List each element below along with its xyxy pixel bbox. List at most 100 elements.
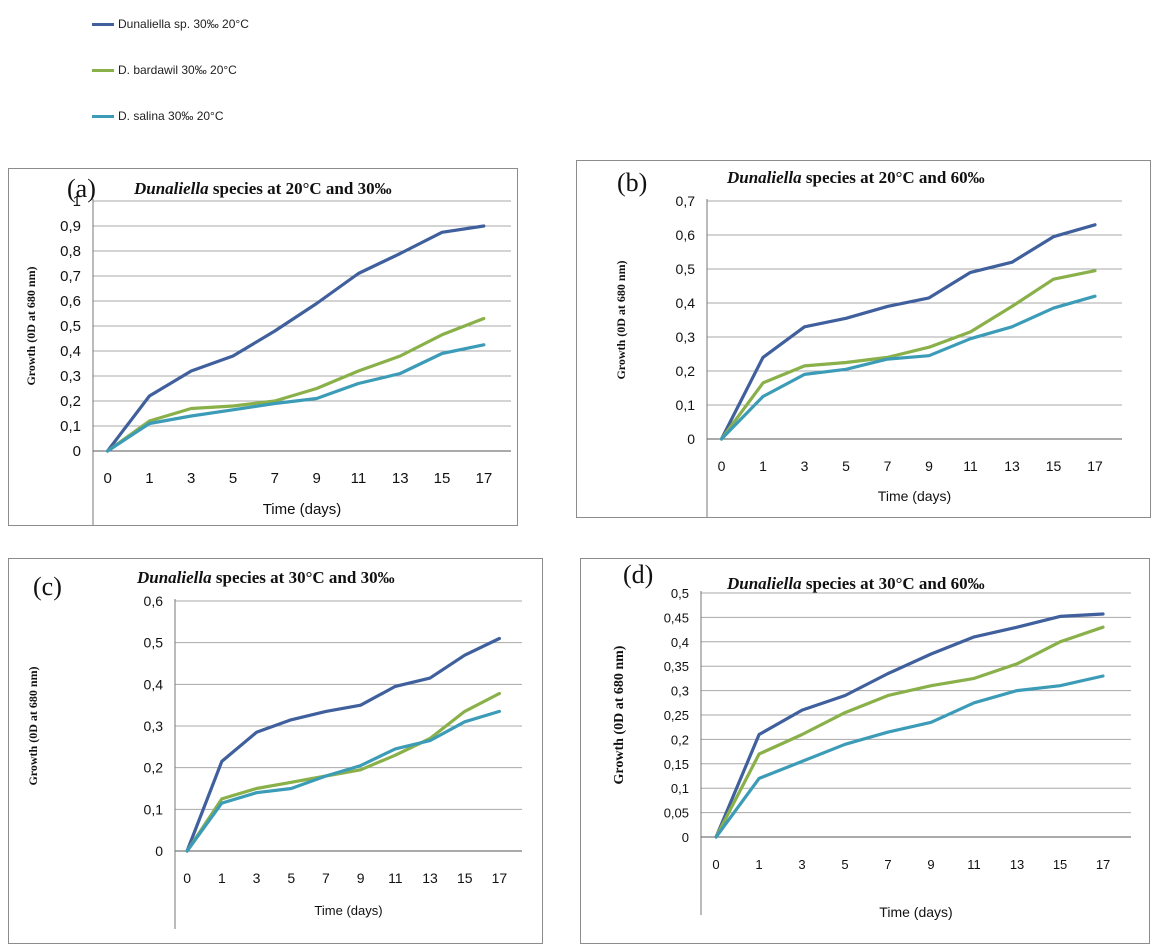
legend-item-d-bardawil: D. bardawil 30‰ 20°C: [92, 60, 237, 80]
y-axis-label: Growth (0D at 680 nm): [26, 666, 40, 785]
x-tick-label: 13: [392, 470, 409, 487]
x-tick-label: 0: [183, 870, 191, 886]
x-tick-label: 9: [927, 857, 934, 872]
series-line-2: [185, 709, 501, 853]
y-tick-label: 0,25: [664, 708, 689, 723]
series-line-1: [719, 269, 1097, 441]
legend-label: D. salina 30‰ 20°C: [118, 109, 224, 123]
x-tick-label: 7: [271, 470, 279, 487]
x-tick-label: 3: [801, 458, 809, 474]
y-tick-label: 0: [73, 443, 81, 460]
y-tick-label: 0,4: [60, 343, 81, 360]
y-tick-label: 0,1: [60, 418, 81, 435]
legend-label: Dunaliella sp. 30‰ 20°C: [118, 17, 249, 31]
x-tick-label: 5: [229, 470, 237, 487]
x-tick-label: 11: [963, 458, 978, 474]
panel-letter: (b): [617, 168, 647, 197]
x-tick-label: 15: [457, 870, 473, 886]
y-tick-label: 1: [73, 193, 81, 210]
y-tick-label: 0,4: [676, 295, 696, 311]
x-tick-label: 5: [287, 870, 295, 886]
y-tick-label: 0,9: [60, 218, 81, 235]
x-tick-label: 11: [967, 857, 981, 872]
x-tick-label: 11: [351, 470, 367, 487]
y-tick-label: 0: [682, 830, 689, 845]
chart-title: Dunaliella species at 20°C and 30‰: [133, 179, 392, 198]
x-tick-label: 17: [475, 470, 492, 487]
panel-letter: (d): [623, 560, 653, 589]
x-tick-label: 9: [312, 470, 320, 487]
panel-letter: (a): [67, 174, 96, 203]
y-tick-label: 0,3: [676, 329, 696, 345]
x-tick-label: 15: [1053, 857, 1067, 872]
y-tick-label: 0,3: [671, 684, 689, 699]
y-tick-label: 0,1: [144, 801, 164, 817]
chart-title: Dunaliella species at 30°C and 60‰: [726, 574, 985, 593]
series-line-1: [714, 625, 1105, 839]
y-tick-label: 0,4: [671, 635, 689, 650]
legend-swatch: [92, 22, 114, 26]
x-tick-label: 1: [755, 857, 762, 872]
x-tick-label: 5: [842, 458, 850, 474]
x-tick-label: 3: [253, 870, 261, 886]
y-tick-label: 0,3: [144, 718, 164, 734]
x-tick-label: 1: [145, 470, 153, 487]
chart-svg: (c) Dunaliella species at 30°C and 30‰ 0 0,…: [26, 568, 522, 929]
y-tick-label: 0,35: [664, 659, 689, 674]
y-tick-label: 0: [155, 843, 163, 859]
series-line-0: [105, 224, 486, 453]
chart-svg: (a) Dunaliella species at 20°C and 30‰ 0 0,…: [24, 174, 511, 525]
x-tick-label: 7: [884, 857, 891, 872]
y-tick-label: 0,15: [664, 757, 689, 772]
x-axis-label: Time (days): [263, 501, 342, 518]
chart-title: Dunaliella species at 30°C and 30‰: [136, 568, 395, 587]
x-tick-label: 0: [103, 470, 111, 487]
x-tick-label: 17: [1087, 458, 1103, 474]
x-tick-label: 9: [357, 870, 365, 886]
series-line-2: [105, 343, 486, 453]
y-tick-label: 0,2: [60, 393, 81, 410]
y-tick-label: 0,05: [664, 806, 689, 821]
x-tick-label: 1: [218, 870, 226, 886]
y-axis-label: Growth (0D at 680 nm): [612, 645, 627, 784]
y-tick-label: 0,5: [60, 318, 81, 335]
y-tick-label: 0,7: [676, 193, 696, 209]
x-tick-label: 9: [925, 458, 933, 474]
chart-panel-b: (b) Dunaliella species at 20°C and 60‰ 0 0,…: [576, 160, 1151, 518]
y-tick-label: 0,6: [60, 293, 81, 310]
legend-swatch: [92, 114, 114, 118]
y-tick-label: 0,1: [671, 781, 689, 796]
x-tick-label: 0: [718, 458, 726, 474]
series-line-1: [105, 316, 486, 453]
x-tick-label: 3: [798, 857, 805, 872]
series-line-2: [719, 294, 1097, 441]
chart-svg: (b) Dunaliella species at 20°C and 60‰ 0 0,…: [614, 168, 1122, 517]
series-line-0: [185, 636, 501, 853]
x-tick-label: 17: [492, 870, 508, 886]
legend-item-dunaliella-sp: Dunaliella sp. 30‰ 20°C: [92, 14, 249, 34]
y-tick-label: 0,5: [144, 635, 164, 651]
y-tick-label: 0,7: [60, 268, 81, 285]
legend-swatch: [92, 68, 114, 72]
x-tick-label: 7: [322, 870, 330, 886]
panel-letter: (c): [33, 572, 62, 601]
y-tick-label: 0,4: [144, 676, 164, 692]
x-axis-label: Time (days): [878, 488, 951, 504]
y-tick-label: 0,45: [664, 610, 689, 625]
y-tick-label: 0,1: [676, 397, 696, 413]
chart-panel-c: (c) Dunaliella species at 30°C and 30‰ 0 0,…: [8, 558, 543, 944]
chart-legend: Dunaliella sp. 30‰ 20°C D. bardawil 30‰ …: [92, 8, 352, 138]
series-line-2: [714, 674, 1105, 839]
chart-title: Dunaliella species at 20°C and 60‰: [726, 168, 985, 187]
series-line-0: [714, 612, 1105, 839]
y-tick-label: 0,5: [676, 261, 696, 277]
x-tick-label: 13: [1010, 857, 1024, 872]
x-tick-label: 5: [841, 857, 848, 872]
y-tick-label: 0,3: [60, 368, 81, 385]
series-line-1: [185, 691, 501, 853]
y-tick-label: 0,6: [144, 593, 164, 609]
x-tick-label: 13: [1004, 458, 1020, 474]
x-tick-label: 17: [1096, 857, 1110, 872]
x-axis-label: Time (days): [314, 903, 382, 918]
legend-label: D. bardawil 30‰ 20°C: [118, 63, 237, 77]
